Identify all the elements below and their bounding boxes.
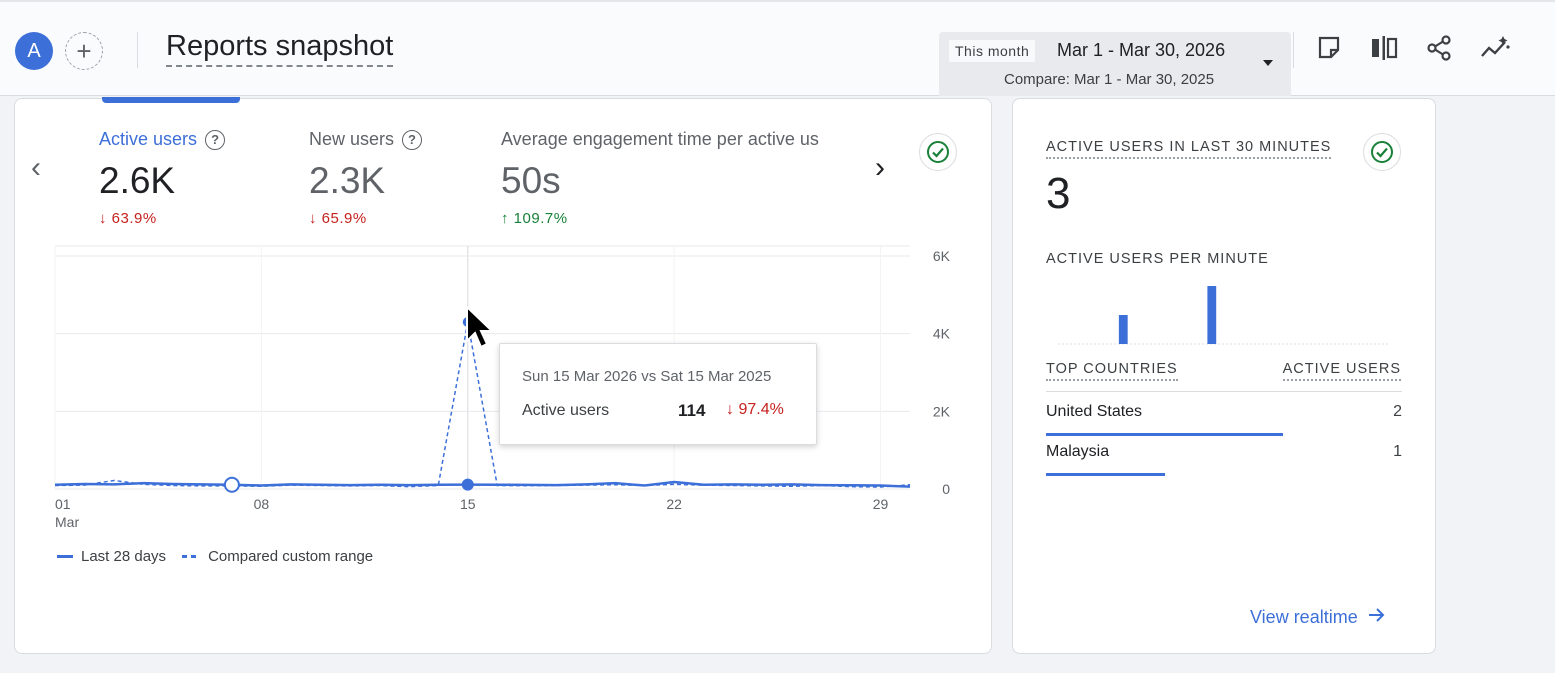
metric-label-row: Average engagement time per active us	[501, 129, 861, 150]
header-divider	[137, 32, 138, 68]
page-title: Reports snapshot	[166, 30, 394, 67]
selected-tab-indicator	[102, 97, 240, 103]
legend-item: Compared custom range	[208, 548, 374, 565]
metric-change: ↑ 109.7%	[501, 210, 568, 227]
share-icon[interactable]	[1423, 32, 1455, 64]
x-tick-sublabel: Mar	[55, 514, 79, 530]
date-preset-chip: This month	[949, 40, 1036, 62]
view-realtime-label: View realtime	[1250, 607, 1358, 627]
add-comparison-button[interactable]: +	[65, 32, 103, 70]
x-tick-label: 22	[666, 496, 682, 512]
compare-range-value: Compare: Mar 1 - Mar 30, 2025	[1004, 71, 1215, 88]
hover-point-current	[461, 478, 474, 491]
y-tick-label: 6K	[933, 248, 951, 264]
metric-active-users[interactable]: Active users ? 2.6K ↓ 63.9%	[99, 129, 226, 227]
date-range-value: Mar 1 - Mar 30, 2026	[1057, 40, 1226, 60]
country-share-bar	[1046, 473, 1165, 476]
legend-item: Last 28 days	[81, 548, 167, 565]
help-icon[interactable]: ?	[205, 129, 226, 150]
compare-columns-icon[interactable]	[1368, 32, 1400, 64]
country-value: 1	[1393, 443, 1402, 460]
per-minute-bar	[1207, 286, 1217, 344]
date-range-picker[interactable]: This month Mar 1 - Mar 30, 2026 Compare:…	[939, 32, 1291, 96]
y-tick-label: 0	[942, 481, 950, 497]
legend-solid-swatch	[57, 555, 73, 558]
x-tick-label: 15	[460, 496, 476, 512]
series-line-last-28-days	[54, 480, 911, 488]
note-icon[interactable]	[1313, 32, 1345, 64]
toolbar-divider	[1293, 32, 1294, 68]
metric-value: 2.6K	[99, 160, 176, 201]
data-quality-check-icon[interactable]	[919, 133, 957, 171]
y-tick-label: 4K	[933, 326, 951, 342]
country-value: 2	[1393, 403, 1402, 420]
metric-label: New users	[309, 129, 395, 149]
tooltip-value: 114	[678, 401, 706, 420]
metric-change: ↓ 63.9%	[99, 210, 157, 227]
country-share-bar	[1046, 433, 1283, 436]
data-quality-check-icon[interactable]	[1363, 133, 1401, 171]
per-minute-bar	[1118, 315, 1128, 344]
realtime-title[interactable]: ACTIVE USERS IN LAST 30 MINUTES	[1046, 139, 1332, 159]
y-tick-label: 2K	[933, 403, 951, 419]
chevron-right-icon[interactable]: ›	[875, 151, 885, 184]
realtime-card: ACTIVE USERS IN LAST 30 MINUTES 3 ACTIVE…	[1012, 98, 1436, 654]
series-line-compared-range	[54, 321, 911, 488]
arrow-right-icon	[1368, 607, 1386, 628]
property-avatar[interactable]: A	[15, 32, 53, 70]
x-tick-label: 01	[55, 496, 71, 512]
tooltip-metric: Active users	[522, 402, 610, 419]
chart-legend: Last 28 days Compared custom range	[57, 548, 373, 565]
overview-card: ‹ › Active users ? 2.6K ↓ 63.9% New user…	[14, 97, 992, 654]
country-name: United States	[1046, 403, 1143, 420]
metric-label: Active users	[99, 129, 198, 149]
realtime-count: 3	[1046, 169, 1071, 218]
per-minute-bar-chart[interactable]	[1058, 279, 1390, 349]
active-users-chart[interactable]: 6K 4K 2K 0 01 08 15 22 29 Mar	[15, 99, 991, 539]
report-header: A + Reports snapshot This month Mar 1 - …	[0, 0, 1555, 96]
metric-new-users[interactable]: New users ? 2.3K ↓ 65.9%	[309, 129, 423, 227]
metric-change: ↓ 65.9%	[309, 210, 367, 227]
chart-tooltip: Sun 15 Mar 2026 vs Sat 15 Mar 2025 Activ…	[499, 343, 817, 445]
top-countries-header[interactable]: TOP COUNTRIES	[1046, 361, 1178, 381]
metric-label: Average engagement time per active us	[501, 129, 819, 149]
metric-label-row: Active users ?	[99, 129, 226, 150]
caret-down-icon	[1263, 60, 1273, 66]
metric-avg-engagement[interactable]: Average engagement time per active us 50…	[501, 129, 861, 227]
legend-dashed-swatch	[182, 555, 201, 558]
per-minute-label: ACTIVE USERS PER MINUTE	[1046, 251, 1269, 267]
tooltip-change: ↓ 97.4%	[726, 401, 784, 418]
country-name: Malaysia	[1046, 443, 1110, 460]
data-point-marker	[223, 476, 240, 493]
chevron-left-icon[interactable]: ‹	[31, 151, 41, 184]
active-users-header[interactable]: ACTIVE USERS	[1282, 361, 1401, 381]
mouse-cursor-icon	[466, 305, 495, 349]
tooltip-date: Sun 15 Mar 2026 vs Sat 15 Mar 2025	[522, 368, 772, 385]
metric-value: 2.3K	[309, 160, 386, 201]
metric-label-row: New users ?	[309, 129, 423, 150]
metric-value: 50s	[501, 160, 561, 201]
help-icon[interactable]: ?	[402, 129, 423, 150]
insights-icon[interactable]	[1479, 32, 1511, 64]
table-divider	[1046, 391, 1402, 392]
x-tick-label: 29	[873, 496, 889, 512]
x-tick-label: 08	[254, 496, 270, 512]
view-realtime-link[interactable]: View realtime	[1250, 607, 1386, 628]
